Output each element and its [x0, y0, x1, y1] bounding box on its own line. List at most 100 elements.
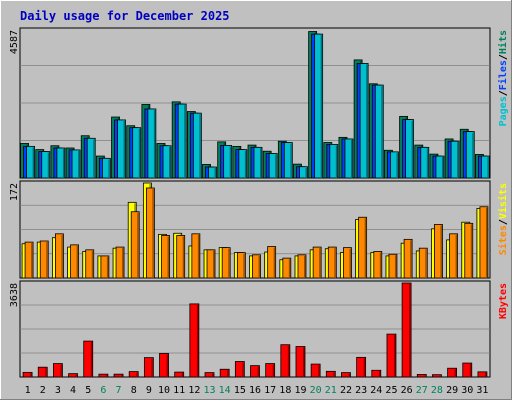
bar-kbytes-20-shade	[318, 365, 320, 377]
bar-sites-8-shade	[137, 212, 139, 278]
bar-kbytes-29-body	[447, 367, 457, 378]
legend-item: Hits	[497, 30, 509, 54]
bar-kbytes-25	[386, 333, 397, 378]
bar-kbytes-25-body	[386, 333, 397, 378]
bar-sites-15-body	[236, 252, 246, 279]
bar-sites-18-shade	[288, 259, 291, 278]
bar-kbytes-3-body	[53, 363, 63, 378]
bar-kbytes-18-shade	[287, 345, 290, 377]
bar-pages-4	[71, 149, 81, 179]
bar-kbytes-24-body	[371, 369, 382, 378]
bar-kbytes-31-shade	[484, 372, 487, 377]
bar-sites-11-body	[176, 235, 186, 279]
panel-kbytes: 3638 KBytes	[9, 280, 509, 378]
bar-pages-26-shade	[411, 120, 414, 178]
bar-pages-2-body	[41, 151, 51, 179]
bar-pages-27-shade	[426, 148, 429, 178]
bar-sites-15-shade	[243, 253, 245, 278]
bar-kbytes-3	[53, 363, 63, 378]
bar-pages-19	[299, 166, 308, 179]
bar-pages-10-body	[162, 145, 172, 179]
bar-sites-12-body	[191, 233, 201, 279]
bar-sites-12	[191, 233, 201, 279]
bar-kbytes-20-body	[310, 363, 321, 378]
bar-kbytes-14	[219, 368, 230, 378]
bar-sites-17-body	[267, 246, 277, 279]
bar-pages-4-body	[71, 149, 81, 179]
bar-kbytes-5-shade	[90, 342, 93, 377]
bar-sites-2-shade	[46, 241, 48, 278]
bar-kbytes-29-shade	[454, 369, 457, 377]
bar-pages-2	[41, 151, 51, 179]
bar-pages-28-shade	[441, 157, 444, 178]
bar-pages-28	[435, 155, 445, 179]
bar-kbytes-11-shade	[181, 373, 184, 377]
bar-kbytes-31	[477, 371, 488, 378]
bar-kbytes-28-shade	[439, 375, 441, 377]
bar-kbytes-29	[447, 367, 457, 378]
bar-pages-21	[329, 144, 339, 179]
bar-kbytes-25-shade	[393, 335, 396, 377]
bar-pages-3-shade	[62, 148, 65, 178]
bar-pages-23-shade	[366, 64, 368, 178]
bar-kbytes-19-shade	[302, 347, 305, 377]
bar-pages-25-shade	[396, 152, 398, 178]
bar-kbytes-16-shade	[257, 366, 259, 377]
bar-kbytes-16-body	[250, 365, 260, 378]
bar-kbytes-2-body	[37, 366, 48, 378]
bar-sites-11-shade	[182, 236, 185, 278]
bar-sites-27-body	[418, 247, 428, 279]
y-axis-max-label: 3638	[9, 283, 20, 307]
bar-sites-10	[161, 235, 170, 279]
x-label-day: 27	[416, 385, 428, 396]
bar-sites-25-body	[388, 253, 398, 279]
bar-kbytes-11	[174, 371, 185, 378]
bar-sites-13-shade	[213, 250, 215, 278]
bar-kbytes-17	[265, 363, 276, 378]
bar-pages-12-body	[192, 112, 202, 179]
bar-sites-26-body	[403, 238, 413, 279]
bar-pages-12	[192, 112, 202, 179]
bar-kbytes-26-shade	[409, 284, 411, 377]
x-label-day: 12	[188, 385, 200, 396]
bar-kbytes-8	[128, 371, 139, 378]
x-label-day: 13	[203, 385, 215, 396]
legend-item: Pages	[498, 96, 509, 126]
bar-sites-15	[236, 252, 246, 279]
bar-kbytes-24-shade	[378, 371, 381, 377]
bar-sites-4-shade	[76, 245, 79, 278]
x-label-day: 22	[340, 385, 352, 396]
legend-hits-files-pages: Pages/Files/Hits	[497, 30, 509, 126]
bar-sites-8	[130, 211, 140, 279]
bar-kbytes-15	[234, 361, 245, 378]
bar-sites-5-body	[85, 249, 95, 279]
bar-sites-4	[70, 244, 79, 279]
chart-title: Daily usage for December 2025	[20, 9, 230, 23]
bar-sites-29-shade	[455, 234, 458, 278]
bar-pages-11-shade	[184, 105, 186, 178]
bar-sites-17	[267, 246, 277, 279]
bar-pages-21-body	[329, 144, 339, 179]
bar-sites-16-shade	[258, 255, 260, 278]
bar-kbytes-12-shade	[196, 304, 199, 377]
bar-kbytes-17-shade	[272, 364, 275, 377]
bar-sites-24	[373, 251, 383, 279]
bar-sites-22	[343, 247, 352, 279]
bar-sites-31-body	[479, 206, 489, 279]
bar-kbytes-4-body	[68, 373, 78, 378]
bar-sites-28	[434, 224, 443, 279]
bar-kbytes-2-shade	[45, 368, 47, 377]
bar-pages-17-body	[268, 153, 278, 179]
bar-pages-6-shade	[108, 159, 110, 178]
bar-kbytes-19	[295, 346, 306, 378]
bar-pages-30-shade	[472, 132, 474, 178]
bar-pages-3	[56, 147, 66, 179]
bar-kbytes-23	[356, 356, 367, 378]
bar-sites-5	[85, 249, 95, 279]
bar-kbytes-1-shade	[30, 373, 32, 377]
bar-kbytes-2	[37, 366, 48, 378]
bar-pages-18-shade	[290, 143, 292, 178]
bar-pages-29-shade	[457, 142, 459, 178]
bar-kbytes-8-body	[128, 371, 139, 378]
